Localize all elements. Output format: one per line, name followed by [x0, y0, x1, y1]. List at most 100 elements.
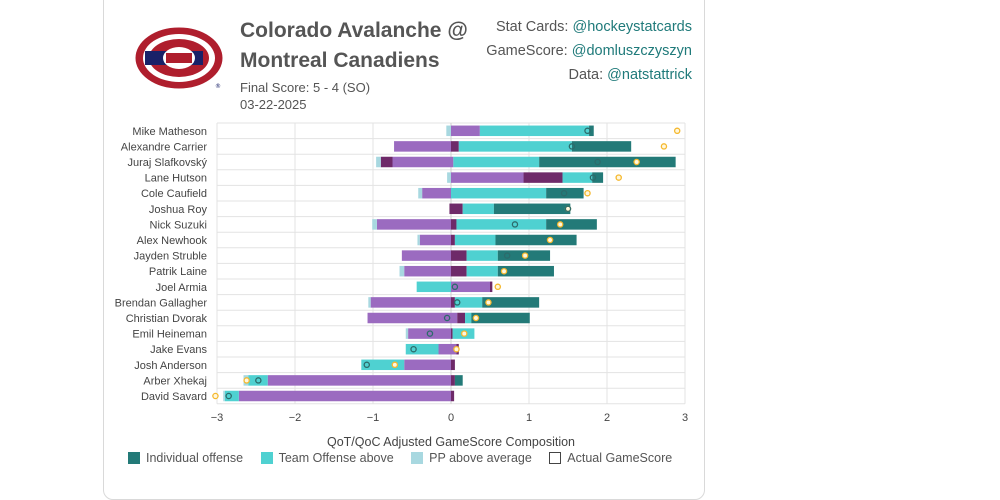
bar-segment [451, 390, 455, 402]
bar-segment [589, 125, 594, 137]
bar-segment [562, 172, 593, 183]
bar-segment [404, 359, 451, 371]
player-label: Nick Suzuki [150, 219, 207, 231]
bar-segment [546, 219, 597, 230]
credit-link[interactable]: @domluszczyszyn [571, 43, 692, 59]
actual-gamescore-marker [633, 158, 640, 166]
actual-gamescore-marker [500, 267, 508, 275]
bar-segment [399, 265, 405, 277]
bar-segment [451, 203, 463, 215]
bar-segment [404, 265, 451, 277]
bar-segment [482, 297, 540, 308]
bar-segment [446, 125, 451, 137]
bar-segment [372, 219, 377, 230]
bar-segment [457, 312, 466, 324]
player-label: Patrik Laine [149, 266, 207, 278]
credit-link[interactable]: @hockeystatcards [572, 19, 693, 35]
player-label: Brendan Gallagher [115, 297, 208, 309]
bar-segment [248, 375, 268, 386]
bar-segment [523, 172, 563, 183]
credit-data: Data: @natstattrick [568, 67, 692, 83]
bar-segment [267, 375, 451, 386]
adjusted-marker [511, 221, 519, 228]
bar-segment [405, 343, 439, 355]
actual-gamescore-marker [546, 236, 554, 244]
bar-segment [422, 187, 451, 199]
credit-gamescore: GameScore: @domluszczyszyn [486, 43, 692, 59]
bar-segment [416, 281, 451, 293]
bar-segment [571, 141, 632, 152]
bar-segment [454, 297, 483, 308]
x-tick-label: −2 [289, 412, 302, 424]
bar-segment [451, 281, 490, 293]
chart-legend: Individual offense Team Offense above PP… [128, 451, 686, 465]
bar-segment [497, 265, 554, 277]
team-logo: ® [134, 26, 224, 90]
actual-gamescore-marker [660, 143, 668, 150]
game-date: 03-22-2025 [240, 97, 307, 112]
bar-segment [495, 234, 577, 246]
title-line-2: Montreal Canadiens [240, 49, 440, 72]
credit-link[interactable]: @natstattrick [607, 67, 692, 83]
player-label: Mike Matheson [132, 126, 207, 138]
bar-segment [546, 187, 584, 199]
player-label: Jake Evans [150, 344, 207, 356]
bar-segment [418, 187, 423, 199]
player-label: Lane Hutson [145, 173, 207, 185]
x-axis-label: QoT/QoC Adjusted GameScore Composition [327, 435, 575, 449]
player-label: Alexandre Carrier [121, 141, 208, 153]
actual-gamescore-marker [673, 127, 681, 135]
bar-segment [419, 234, 451, 246]
final-score: Final Score: 5 - 4 (SO) [240, 80, 371, 95]
bar-segment [466, 250, 498, 261]
legend-item: Individual offense [128, 451, 243, 465]
actual-gamescore-marker [461, 330, 468, 337]
bar-segment [223, 390, 225, 402]
actual-gamescore-marker [485, 299, 492, 306]
adjusted-marker [594, 158, 601, 166]
svg-text:®: ® [215, 83, 221, 90]
bar-segment [451, 312, 458, 324]
actual-gamescore-marker [243, 377, 250, 384]
player-label: Arber Xhekaj [143, 375, 207, 387]
x-tick-label: 2 [604, 412, 610, 424]
bar-segment [453, 156, 540, 168]
bar-segment [451, 250, 467, 261]
bar-segment [451, 265, 467, 277]
x-tick-label: 1 [526, 412, 532, 424]
bar-segment [451, 219, 457, 230]
adjusted-marker [363, 361, 371, 369]
player-label: David Savard [141, 391, 207, 403]
bar-segment [449, 203, 451, 215]
bar-segment [456, 219, 547, 230]
adjusted-marker [584, 127, 591, 135]
bar-segment [367, 312, 451, 324]
legend-item: PP above average [411, 451, 532, 465]
bar-segment [401, 250, 451, 261]
gamescore-bar-chart: −3 −2 −1 0 1 2 3 QoT/QoC Adjusted GameScore Com… [115, 122, 688, 449]
bar-segment [451, 141, 459, 152]
bar-segment [493, 203, 571, 215]
title-line-1: Colorado Avalanche @ [240, 19, 468, 42]
adjusted-marker [451, 283, 459, 291]
bar-segment [479, 125, 590, 137]
player-label: Josh Anderson [134, 360, 207, 372]
actual-gamescore-marker [494, 283, 502, 291]
bar-segment [451, 234, 455, 246]
bar-segment [451, 359, 455, 371]
bar-segment [376, 156, 381, 168]
bar-segment [454, 234, 496, 246]
bar-segment [394, 141, 451, 152]
actual-gamescore-marker [453, 345, 460, 353]
actual-gamescore-marker [556, 221, 564, 228]
actual-gamescore-marker [615, 174, 622, 181]
player-label: Joel Armia [156, 282, 208, 294]
actual-gamescore-marker [521, 252, 529, 259]
bar-segment [471, 312, 530, 324]
bar-segment [447, 172, 451, 183]
bar-segment [438, 343, 451, 355]
bar-segment [592, 172, 604, 183]
player-label: Joshua Roy [149, 204, 208, 216]
bar-segment [451, 172, 524, 183]
bar-segment [368, 297, 371, 308]
